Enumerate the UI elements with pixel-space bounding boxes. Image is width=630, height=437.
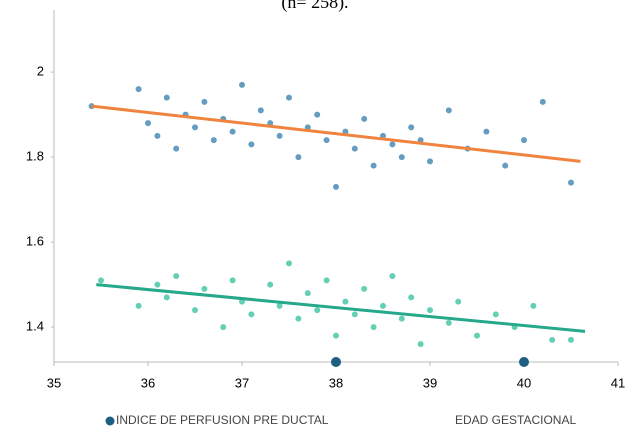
data-point [322,136,331,145]
data-point [228,276,237,285]
data-point [482,127,491,136]
data-point [397,153,406,162]
data-point [388,272,397,281]
y-tick-label: 1.8 [26,149,44,164]
data-point [303,289,312,298]
data-point [407,293,416,302]
data-point [209,136,218,145]
data-point [379,301,387,310]
x-tick-label: 35 [47,375,61,390]
data-point [397,314,406,323]
data-point [294,314,303,323]
x-tick-label: 36 [141,375,155,390]
data-point [520,136,528,145]
data-point [548,335,557,344]
data-point [444,106,453,115]
data-point [491,310,500,319]
data-point [567,178,575,187]
x-axis-label: EDAD GESTACIONAL [455,413,576,427]
data-point [519,357,529,367]
y-tick-label: 2 [37,64,44,79]
data-point [285,259,293,268]
data-point [332,182,340,191]
data-point [191,123,199,132]
data-point [313,110,322,119]
data-point [172,144,181,153]
chart-title: (n= 258). [281,0,348,13]
data-point [247,310,256,319]
data-point [162,93,171,102]
data-point [285,93,293,102]
legend-marker [105,416,115,426]
data-point [247,140,256,149]
data-point [369,323,378,332]
data-point [331,357,341,367]
data-point [153,280,162,289]
x-tick-label: 37 [235,375,249,390]
data-point [134,301,143,310]
data-point [228,127,237,136]
data-point [153,131,162,140]
data-point [275,131,284,140]
data-point [144,119,152,128]
data-point [350,144,359,153]
data-point [454,297,463,306]
data-point [134,85,143,94]
data-point [350,310,359,319]
data-point [200,97,209,106]
data-point [219,323,228,332]
data-point [426,306,434,315]
data-point [238,80,246,89]
data-point [294,153,303,162]
trend-line [91,104,581,163]
data-point [567,335,575,344]
data-point [501,161,510,170]
data-point [322,276,331,285]
data-point [162,293,171,302]
data-point [369,161,378,170]
legend-label: INDICE DE PERFUSION PRE DUCTAL [116,413,329,427]
data-point [529,301,538,310]
data-point [200,284,209,293]
data-point [538,97,547,106]
data-point [266,280,275,289]
x-tick-label: 38 [329,375,343,390]
data-point [341,297,350,306]
data-point [360,284,369,293]
data-point [388,140,397,149]
data-point [172,272,181,281]
x-tick-label: 40 [517,375,531,390]
y-tick-label: 1.6 [26,234,44,249]
data-point [444,318,453,327]
y-tick-label: 1.4 [26,319,44,334]
data-point [332,331,340,340]
data-point [416,340,425,349]
data-point [191,306,199,315]
data-point [473,331,481,340]
data-point [426,157,434,166]
trend-line [96,283,586,333]
x-tick-label: 41 [611,375,625,390]
x-tick-label: 39 [423,375,437,390]
data-point [97,276,105,285]
data-point [360,114,369,123]
data-point [407,123,416,132]
data-point [313,306,322,315]
data-point [256,106,265,115]
